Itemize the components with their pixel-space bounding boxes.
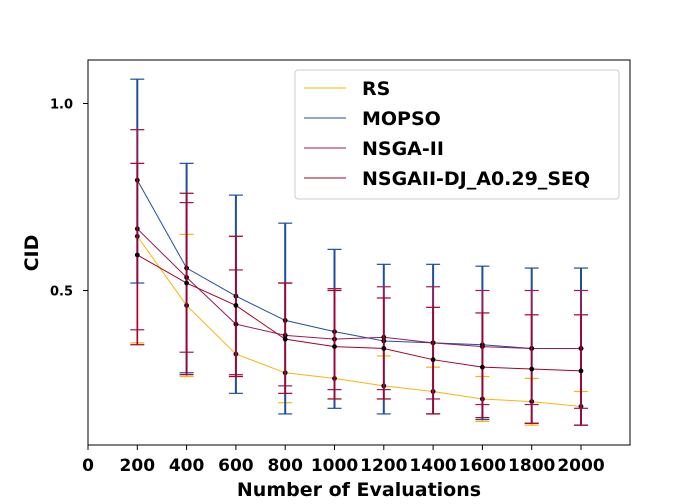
- data-point: [233, 303, 239, 308]
- x-tick-label: 200: [120, 456, 156, 476]
- x-tick-label: 1000: [311, 456, 358, 476]
- data-point: [430, 357, 436, 363]
- y-axis-label: CID: [21, 235, 43, 272]
- data-point: [332, 344, 337, 349]
- x-axis: 0 200 400 600 800 1000 1200 1400 1600 1800 2000: [82, 445, 605, 476]
- x-tick-label: 800: [267, 456, 303, 476]
- x-tick-label: 2000: [557, 456, 604, 476]
- data-point: [282, 336, 288, 342]
- y-axis: 0.5 1.0: [50, 98, 88, 300]
- plot-area: [130, 78, 588, 426]
- legend-label: MOPSO: [362, 108, 441, 130]
- series-line: [136, 179, 581, 349]
- x-tick-label: 1200: [360, 456, 407, 476]
- data-point: [529, 366, 535, 372]
- series-line: [137, 254, 582, 372]
- legend-label: NSGAII-DJ_A0.29_SEQ: [362, 168, 590, 190]
- x-tick-label: 1400: [409, 456, 456, 476]
- x-axis-label: Number of Evaluations: [237, 479, 481, 500]
- y-tick-label: 1.0: [50, 98, 73, 113]
- data-point: [134, 252, 140, 258]
- legend-label: NSGA-II: [362, 138, 444, 160]
- series-line: [136, 235, 582, 407]
- x-tick-label: 1800: [508, 456, 555, 476]
- series-nsgaii-dj-a0-29-seq: [130, 162, 588, 426]
- series-line: [136, 228, 581, 349]
- data-point: [184, 280, 190, 286]
- data-point: [381, 346, 387, 351]
- legend-box: [294, 69, 620, 200]
- x-tick-label: 600: [218, 456, 254, 476]
- legend-label: RS: [362, 78, 390, 100]
- x-tick-label: 1600: [459, 456, 506, 476]
- y-tick-label: 0.5: [50, 285, 73, 300]
- x-tick-label: 0: [82, 456, 94, 476]
- legend: RS MOPSO NSGA-II NSGAII-DJ_A0.29_SEQ: [294, 69, 620, 200]
- plot-frame: [87, 59, 631, 446]
- data-point: [578, 368, 584, 374]
- data-point: [480, 364, 485, 370]
- x-tick-label: 400: [169, 456, 205, 476]
